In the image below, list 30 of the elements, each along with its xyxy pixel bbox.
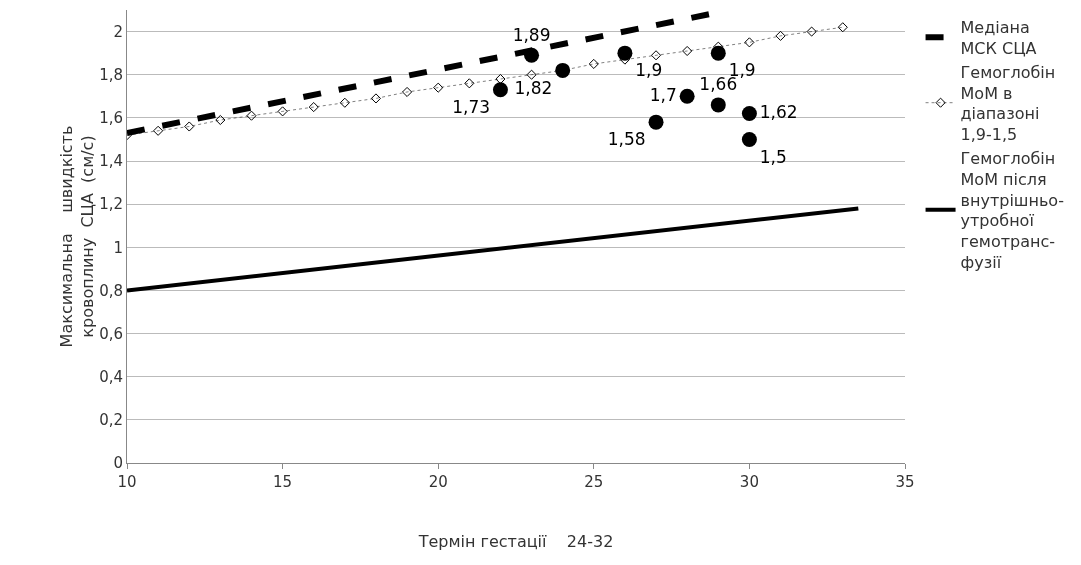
data-label: 1,62: [759, 101, 798, 122]
data-label: 1,7: [649, 84, 677, 105]
data-label: 1,89: [512, 24, 551, 45]
data-label: 1,5: [759, 146, 787, 167]
data-label: 1,9: [635, 60, 663, 81]
data-label: 1,73: [452, 96, 491, 117]
y-tick-label: 1,2: [99, 195, 123, 214]
legend-label: Гемоглобін МоМ в діапазоні 1,9-1,5: [960, 62, 1056, 145]
y-tick-label: 0,8: [99, 281, 123, 300]
x-tick-label: 25: [584, 473, 604, 491]
y-tick-label: 0,4: [99, 367, 123, 386]
y-tick-label: 2: [113, 22, 123, 41]
x-tick-label: 15: [273, 473, 293, 491]
y-tick-label: 0: [113, 454, 123, 473]
y-tick-label: 0,2: [99, 411, 123, 430]
y-tick-label: 1,4: [99, 152, 123, 171]
x-tick-label: 20: [428, 473, 448, 491]
legend-label: Гемоглобін МоМ після внутрішньо-утробної гемотранс-фузії: [960, 148, 1064, 272]
x-tick-label: 35: [895, 473, 915, 491]
x-tick-label: 10: [117, 473, 137, 491]
data-label: 1,58: [607, 129, 646, 150]
x-axis-title: Термін гестації 24-32: [417, 531, 614, 551]
y-tick-label: 1: [113, 238, 123, 257]
y-tick-label: 1,6: [99, 109, 123, 128]
data-label: 1,82: [514, 77, 553, 98]
x-tick-label: 30: [739, 473, 759, 491]
y-tick-label: 1,8: [99, 65, 123, 84]
y-axis-title: Максимальна швидкість кровоплину СЦА (см/с): [57, 125, 98, 348]
legend-label: Медіана МСК СЦА: [960, 18, 1037, 58]
y-tick-label: 0,6: [99, 324, 123, 343]
